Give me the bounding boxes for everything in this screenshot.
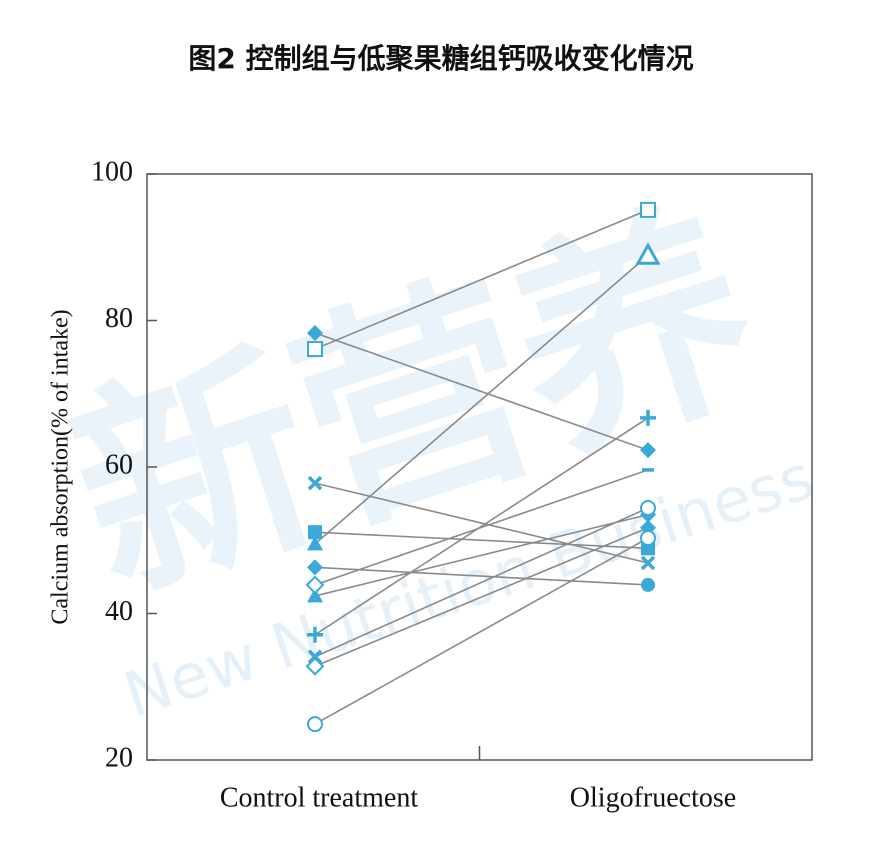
- marker: [641, 577, 655, 592]
- chart-title: 图2 控制组与低聚果糖组钙吸收变化情况: [188, 42, 693, 75]
- marker: [307, 341, 323, 358]
- marker: [640, 530, 656, 547]
- marker: [635, 242, 661, 265]
- marker: [307, 535, 323, 551]
- marker: [307, 716, 323, 733]
- series-line: [314, 417, 649, 636]
- series-line: [314, 507, 649, 658]
- marker: [308, 525, 322, 540]
- y-tick-label: 80: [105, 303, 133, 334]
- marker: [305, 575, 325, 595]
- series-line: [314, 482, 649, 564]
- marker: [307, 324, 323, 341]
- marker: [307, 475, 323, 491]
- y-tick-label: 40: [105, 596, 133, 627]
- marker: [305, 656, 325, 676]
- series-line: [314, 332, 649, 451]
- marker: [307, 559, 323, 576]
- series-line: [314, 469, 649, 586]
- marker: [307, 649, 323, 664]
- series-line: [314, 527, 649, 667]
- series-line: [314, 513, 649, 597]
- marker: [640, 500, 656, 517]
- marker: [640, 555, 656, 571]
- y-tick-label: 60: [105, 449, 133, 480]
- marker: [640, 201, 656, 218]
- y-tick-label: 20: [105, 742, 133, 773]
- marker: [640, 442, 656, 459]
- marker: [307, 626, 323, 643]
- y-axis-label: Calcium absorption(% of intake): [48, 309, 74, 624]
- series-line: [314, 209, 649, 350]
- series-line: [314, 566, 649, 586]
- marker: [307, 587, 323, 603]
- series-line: [314, 537, 649, 725]
- y-tick-label: 100: [91, 156, 133, 187]
- series-line: [314, 531, 649, 550]
- x-tick-label: Oligofruectose: [570, 782, 736, 813]
- marker: [640, 409, 656, 426]
- x-tick-label: Control treatment: [220, 782, 419, 813]
